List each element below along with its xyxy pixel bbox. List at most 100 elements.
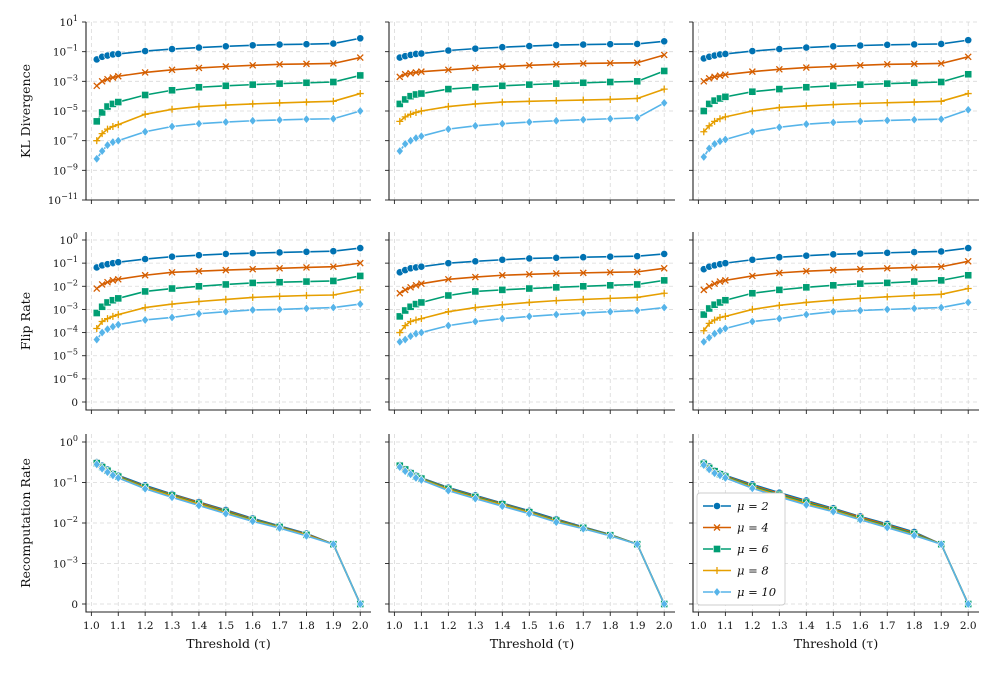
data-point — [633, 112, 642, 123]
data-point — [802, 500, 811, 510]
data-point — [195, 282, 203, 291]
data-point — [275, 304, 284, 315]
data-point — [396, 117, 404, 125]
data-point — [141, 255, 150, 263]
series-mu-10 — [395, 462, 669, 609]
data-point — [417, 315, 425, 323]
legend-frame — [696, 492, 786, 606]
data-point — [606, 113, 615, 124]
series-mu-6 — [92, 71, 365, 126]
data-point — [525, 298, 533, 306]
data-point — [195, 64, 203, 72]
series-line — [399, 88, 665, 122]
x-tick-label: 1.4 — [191, 620, 208, 632]
data-point — [606, 95, 614, 103]
data-point — [910, 40, 919, 49]
data-point — [356, 71, 365, 80]
data-point — [579, 295, 587, 303]
data-point — [329, 277, 338, 285]
data-point — [802, 83, 811, 92]
y-tick-label: 100 — [60, 232, 78, 247]
data-point — [401, 70, 409, 78]
data-point — [883, 279, 892, 287]
data-point — [552, 60, 560, 68]
series-line — [703, 39, 969, 60]
data-point — [444, 85, 453, 93]
data-point — [802, 64, 810, 72]
series-line — [703, 73, 969, 112]
data-point — [579, 282, 588, 291]
x-tick-label: 1.1 — [717, 620, 734, 632]
data-point — [525, 117, 534, 127]
data-point — [417, 107, 425, 115]
data-point — [194, 308, 203, 319]
panel-r2-c3 — [689, 232, 979, 414]
y-tick-base: 10 — [53, 328, 66, 340]
data-point — [937, 40, 946, 48]
data-point — [168, 284, 176, 293]
data-point — [168, 86, 176, 95]
data-point — [92, 117, 101, 126]
data-point — [721, 113, 729, 121]
y-tick-exponent: −3 — [66, 301, 78, 310]
x-tick-label: 1.7 — [879, 620, 896, 632]
data-point — [498, 81, 507, 90]
data-point — [104, 125, 112, 133]
data-point — [606, 252, 615, 261]
data-point — [937, 78, 946, 86]
data-point — [444, 259, 453, 268]
series-mu-6 — [395, 67, 669, 108]
data-point — [195, 83, 203, 92]
data-point — [525, 42, 534, 50]
y-tick-base: 10 — [48, 195, 61, 207]
data-point — [660, 289, 668, 297]
data-point — [579, 78, 588, 87]
data-point — [802, 43, 811, 52]
data-point — [98, 108, 107, 117]
y-tick-exponent: −7 — [66, 133, 78, 142]
x-tick-label: 1.6 — [244, 620, 261, 632]
data-point — [104, 315, 112, 323]
data-point — [168, 312, 177, 323]
x-tick-label: 1.1 — [110, 620, 127, 632]
data-point — [93, 324, 101, 332]
data-point — [705, 464, 714, 475]
data-point — [104, 75, 111, 83]
data-point — [329, 97, 337, 105]
data-point — [141, 68, 149, 76]
x-tick-label: 2.0 — [352, 620, 369, 632]
data-point — [498, 271, 506, 279]
data-point — [883, 79, 892, 88]
data-point — [552, 269, 560, 277]
data-point — [302, 114, 311, 125]
data-point — [498, 285, 507, 294]
data-point — [302, 277, 311, 286]
y-tick-label: 10−1 — [53, 475, 78, 490]
data-point — [141, 91, 150, 99]
legend-marker — [713, 502, 721, 510]
x-tick-label: 1.8 — [602, 620, 619, 632]
data-point — [883, 60, 891, 68]
y-tick-base: 10 — [53, 304, 66, 316]
y-tick-base: 10 — [53, 374, 66, 386]
data-point — [910, 60, 918, 68]
x-tick-label: 1.8 — [906, 620, 923, 632]
y-tick-label: 0 — [71, 397, 78, 409]
data-point — [710, 328, 719, 339]
axis-spine — [85, 232, 371, 411]
data-point — [525, 508, 534, 519]
y-tick-exponent: 0 — [73, 232, 78, 241]
y-tick-exponent: −2 — [66, 278, 78, 287]
data-point — [471, 100, 479, 108]
data-point — [633, 305, 642, 316]
data-point — [660, 85, 668, 93]
data-point — [964, 244, 973, 252]
data-point — [356, 259, 364, 267]
data-point — [222, 266, 230, 274]
data-point — [93, 285, 101, 292]
data-point — [329, 78, 338, 86]
data-point — [552, 283, 561, 292]
data-point — [633, 77, 642, 86]
data-point — [699, 336, 708, 347]
y-tick-base: 10 — [53, 281, 66, 293]
